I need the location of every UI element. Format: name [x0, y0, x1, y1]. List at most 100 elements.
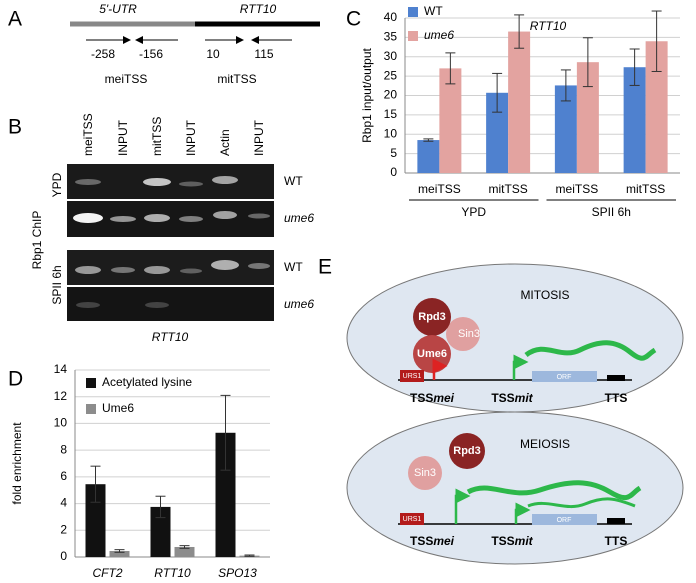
tss-arrow — [512, 354, 529, 380]
legend-label: Acetylated lysine — [102, 375, 192, 389]
x-tick-label: meiTSS — [556, 182, 599, 196]
orf-label: ORF — [557, 517, 572, 524]
bar — [174, 546, 195, 557]
tts-label: TTS — [605, 391, 628, 405]
bar — [486, 92, 509, 173]
bar — [417, 140, 440, 173]
bar — [554, 85, 577, 173]
y-tick-label: 35 — [384, 30, 398, 44]
tts-label: TTS — [605, 534, 628, 548]
legend-swatch — [86, 404, 96, 414]
protein-label: Rpd3 — [418, 311, 446, 323]
x-tick-label: CFT2 — [93, 566, 123, 580]
legend-label: Ume6 — [102, 401, 134, 415]
orf-box — [532, 371, 597, 382]
protein — [449, 433, 485, 469]
panel-b: meiTSS INPUT mitTSS INPUT Actin INPUT — [30, 113, 314, 344]
tss-arrow — [514, 502, 531, 524]
y-axis-label: fold enrichment — [10, 422, 24, 505]
tss-label: TSSmit — [491, 391, 533, 405]
x-tick-label: SPO13 — [218, 566, 257, 580]
y-tick-label: 10 — [384, 126, 398, 140]
lane-label: INPUT — [252, 119, 266, 156]
tss-arrow — [454, 488, 471, 524]
y-tick-label: 6 — [60, 469, 67, 483]
bar — [645, 41, 668, 173]
y-tick-label: 30 — [384, 49, 398, 63]
cell — [346, 263, 684, 413]
protein-label: Sin3 — [458, 328, 480, 340]
legend-swatch — [408, 7, 418, 17]
gene-label: RTT10 — [152, 330, 189, 344]
condition-label: SPII 6h — [50, 265, 64, 304]
bar — [215, 432, 236, 557]
y-tick-label: 14 — [54, 362, 68, 376]
urs1-box — [400, 370, 424, 382]
legend-swatch — [86, 378, 96, 388]
panel-label: A — [8, 8, 22, 31]
panel-label: B — [8, 116, 22, 139]
tss-label: TSSmei — [410, 391, 455, 405]
cell — [346, 411, 684, 565]
lane-label: mitTSS — [150, 117, 164, 156]
y-tick-label: 8 — [60, 442, 67, 456]
protein-label: Ume6 — [417, 348, 447, 360]
x-tick-label: mitTSS — [626, 182, 665, 196]
tts-box — [607, 375, 625, 381]
row-label: WT — [284, 260, 303, 274]
y-tick-label: 10 — [54, 416, 68, 430]
protein — [446, 317, 480, 351]
y-tick-label: 15 — [384, 107, 398, 121]
x-tick-label: RTT10 — [154, 566, 191, 580]
urs1-box — [400, 513, 424, 525]
bar — [576, 62, 599, 173]
phase-title: MEIOSIS — [520, 437, 570, 451]
lane-label: meiTSS — [81, 113, 95, 156]
panel-a: 5'-UTR RTT10 -258 -156 10 115 meiTSS mit… — [70, 2, 320, 86]
region-label: mitTSS — [217, 72, 256, 86]
chart-title: RTT10 — [530, 19, 567, 33]
panel-e: MITOSIS Rpd3 Sin3 Ume6 URS1 ORF TSSmei T… — [346, 263, 684, 565]
legend-swatch — [408, 31, 418, 41]
primer-position: 115 — [254, 47, 273, 61]
panel-label: C — [346, 8, 361, 31]
bar — [508, 31, 531, 173]
y-tick-label: 0 — [60, 549, 67, 563]
y-tick-label: 5 — [390, 146, 397, 160]
y-axis-label: Rbp1 input/output — [360, 47, 374, 142]
transcript — [524, 340, 657, 361]
protein-label: Rpd3 — [453, 445, 481, 457]
axis-label: Rbp1 ChIP — [30, 211, 44, 270]
utr-label: 5'-UTR — [99, 2, 137, 16]
protein — [413, 298, 451, 336]
row-label: ume6 — [284, 297, 314, 311]
bar — [109, 550, 130, 557]
legend-label: ume6 — [424, 28, 454, 42]
lane-label: INPUT — [116, 119, 130, 156]
phase-title: MITOSIS — [520, 288, 569, 302]
tts-box — [607, 518, 625, 524]
primer-position: -258 — [91, 47, 115, 61]
panel-label: D — [8, 368, 23, 391]
region-label: meiTSS — [105, 72, 148, 86]
y-tick-label: 0 — [390, 165, 397, 179]
y-tick-label: 2 — [60, 522, 67, 536]
bar — [150, 506, 171, 557]
row-label: WT — [284, 174, 303, 188]
lane-label: INPUT — [184, 119, 198, 156]
transcript — [527, 497, 636, 509]
gel — [67, 250, 274, 285]
x-tick-label: mitTSS — [488, 182, 527, 196]
primer-position: 10 — [206, 47, 220, 61]
transcript — [466, 480, 642, 501]
bar — [439, 68, 462, 173]
y-tick-label: 25 — [384, 68, 398, 82]
gel-bands — [73, 176, 270, 308]
panel-label: E — [318, 256, 332, 279]
x-tick-label: meiTSS — [418, 182, 461, 196]
protein — [408, 456, 442, 490]
y-tick-label: 4 — [60, 496, 67, 510]
